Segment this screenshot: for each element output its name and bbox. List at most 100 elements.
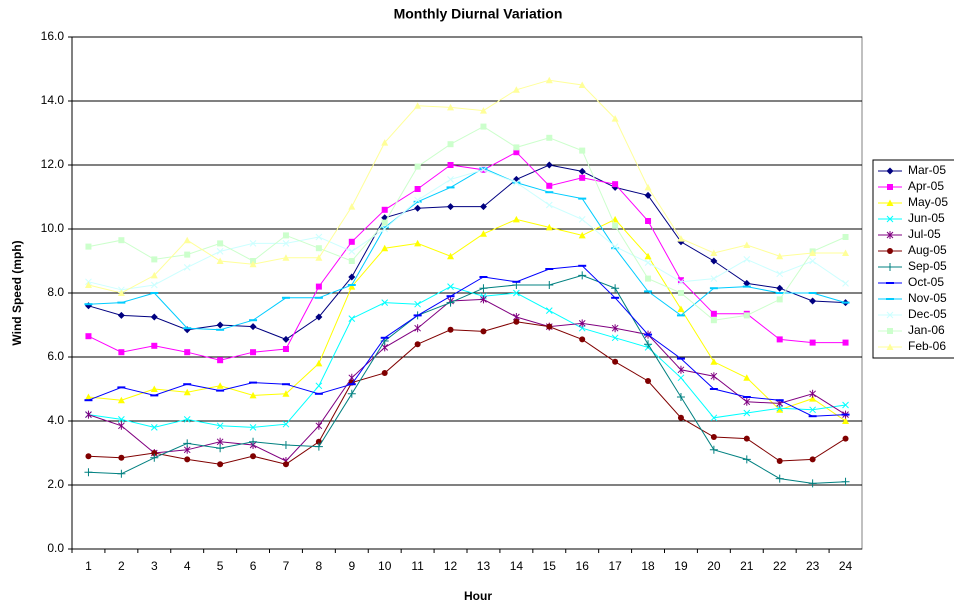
data-point — [479, 107, 487, 114]
data-point — [479, 230, 487, 237]
data-point — [314, 442, 323, 451]
data-point — [85, 453, 92, 460]
data-point — [612, 181, 619, 188]
data-point — [578, 231, 586, 239]
data-point — [315, 421, 323, 430]
data-point — [841, 477, 850, 486]
data-point — [578, 319, 586, 328]
series-line — [88, 164, 846, 340]
series-line — [88, 274, 846, 484]
data-point — [381, 225, 389, 233]
data-point — [117, 311, 125, 319]
data-point — [447, 203, 455, 211]
data-point — [414, 163, 421, 170]
data-point — [579, 147, 586, 154]
data-point — [644, 252, 652, 260]
data-point — [611, 284, 620, 293]
data-point — [677, 277, 684, 284]
data-point — [743, 256, 751, 263]
data-point — [348, 315, 356, 322]
data-point — [677, 374, 685, 382]
legend-marker — [887, 328, 893, 334]
legend-marker — [887, 184, 893, 190]
data-point — [217, 357, 224, 364]
data-point — [644, 340, 653, 349]
x-tick-label: 3 — [151, 559, 158, 573]
data-point — [117, 396, 125, 404]
data-point — [414, 204, 422, 212]
data-point — [842, 339, 849, 346]
data-point — [743, 241, 751, 248]
data-point — [513, 149, 520, 156]
data-point — [546, 323, 553, 330]
data-point — [479, 203, 487, 211]
data-point — [118, 454, 125, 461]
data-point — [348, 283, 356, 290]
data-point — [282, 390, 290, 397]
data-point — [512, 86, 520, 93]
data-point — [447, 283, 454, 290]
data-point — [809, 456, 816, 463]
legend-label: May-05 — [908, 195, 948, 209]
data-point — [611, 243, 619, 250]
data-point — [315, 245, 322, 252]
legend-label: Oct-05 — [908, 275, 944, 289]
x-tick-label: 15 — [543, 559, 557, 573]
data-point — [381, 244, 389, 252]
data-point — [216, 422, 224, 430]
data-point — [513, 289, 520, 297]
data-point — [183, 439, 192, 448]
data-point — [545, 307, 553, 314]
data-point — [249, 323, 257, 331]
data-point — [775, 474, 784, 483]
y-tick-label: 14.0 — [41, 93, 65, 107]
data-point — [545, 76, 553, 84]
data-point — [710, 358, 718, 365]
data-point — [809, 249, 817, 256]
data-point — [217, 240, 224, 247]
data-point — [150, 281, 158, 289]
legend-marker — [886, 215, 894, 223]
x-tick-label: 2 — [118, 559, 125, 573]
data-point — [512, 215, 520, 223]
x-tick-label: 4 — [184, 559, 191, 573]
data-point — [578, 216, 586, 223]
data-point — [743, 397, 751, 406]
legend-label: Jan-06 — [908, 323, 945, 337]
data-point — [315, 359, 323, 367]
legend-label: Mar-05 — [908, 163, 946, 177]
data-point — [447, 326, 454, 333]
series-line — [88, 265, 846, 417]
x-tick-label: 1 — [85, 559, 92, 573]
legend-label: Jun-05 — [908, 211, 945, 225]
y-tick-label: 6.0 — [47, 349, 64, 363]
data-point — [480, 295, 487, 304]
legend-marker — [886, 343, 894, 350]
data-point — [348, 238, 355, 245]
data-point — [85, 410, 92, 419]
data-point — [579, 174, 586, 181]
series-line — [88, 218, 846, 422]
data-point — [315, 283, 322, 290]
series-line — [88, 151, 846, 361]
data-point — [348, 203, 356, 210]
data-point — [611, 334, 619, 342]
legend-label: Aug-05 — [908, 243, 947, 257]
data-point — [513, 318, 520, 325]
data-point — [710, 434, 717, 440]
data-point — [315, 233, 323, 241]
data-point — [809, 257, 816, 265]
data-point — [282, 346, 289, 352]
data-point — [677, 414, 684, 421]
data-point — [677, 235, 685, 242]
x-tick-label: 14 — [510, 559, 524, 573]
data-point — [84, 468, 93, 477]
data-point — [611, 324, 619, 333]
data-point — [282, 420, 290, 428]
data-point — [546, 134, 553, 141]
data-point — [347, 389, 356, 398]
data-point — [710, 257, 718, 265]
data-point — [447, 162, 454, 168]
x-tick-label: 22 — [773, 559, 787, 573]
legend-marker — [886, 311, 894, 319]
